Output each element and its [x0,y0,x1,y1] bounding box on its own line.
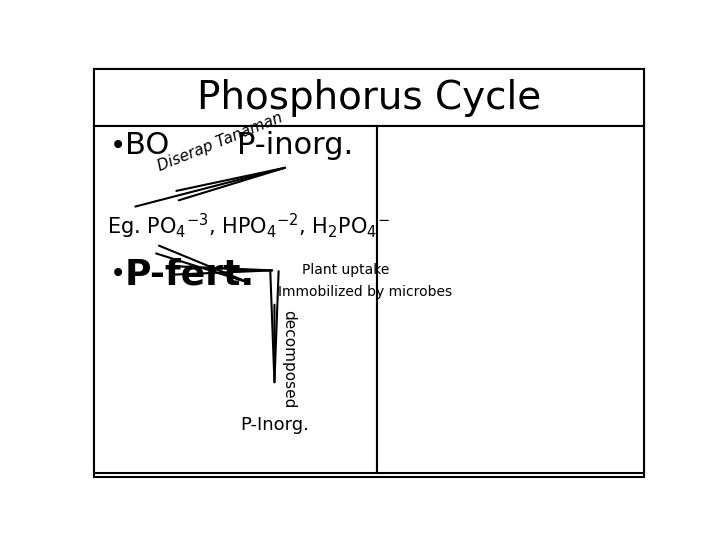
Text: decomposed: decomposed [281,310,296,408]
Text: BO: BO [125,131,169,160]
Text: Immobilized by microbes: Immobilized by microbes [277,285,451,299]
Text: Phosphorus Cycle: Phosphorus Cycle [197,79,541,117]
Text: P-inorg.: P-inorg. [238,131,354,160]
Text: Eg. PO$_4$$^{-3}$, HPO$_4$$^{-2}$, H$_2$PO$_4$$^{-}$: Eg. PO$_4$$^{-3}$, HPO$_4$$^{-2}$, H$_2$… [107,212,390,241]
Text: P-fert.: P-fert. [125,257,255,291]
Bar [377,126,644,473]
Text: •: • [109,260,125,288]
Bar [94,126,377,473]
Text: •: • [109,132,125,160]
Bar [94,69,644,126]
Text: Plant uptake: Plant uptake [302,262,390,276]
Text: P-Inorg.: P-Inorg. [240,416,309,434]
Text: Diserap Tanaman: Diserap Tanaman [156,110,285,174]
